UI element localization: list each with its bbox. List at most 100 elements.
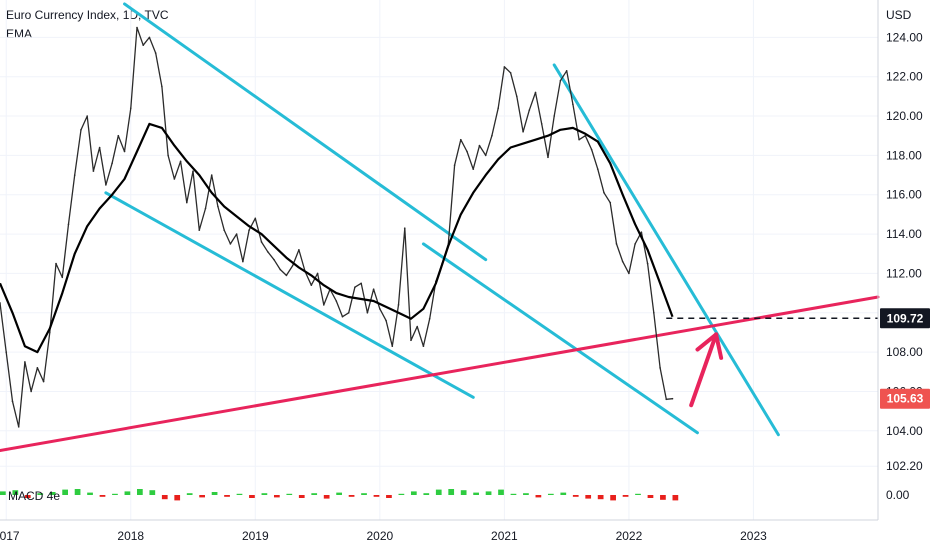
price-point bbox=[534, 91, 537, 94]
price-point bbox=[472, 168, 475, 170]
price-point bbox=[596, 168, 599, 170]
price-point bbox=[397, 304, 400, 306]
macd-histogram bbox=[0, 489, 679, 501]
macd-bar bbox=[647, 495, 654, 498]
price-point bbox=[341, 315, 344, 318]
price-point bbox=[478, 144, 481, 147]
arrow-head bbox=[695, 332, 719, 352]
price-point bbox=[459, 138, 462, 141]
price-point bbox=[179, 160, 182, 163]
macd-bar bbox=[0, 491, 6, 495]
price-point bbox=[335, 300, 338, 302]
x-tick-label: 2021 bbox=[491, 529, 518, 543]
arrow-head bbox=[714, 332, 724, 360]
price-point bbox=[285, 274, 288, 277]
price-point bbox=[279, 268, 282, 271]
price-point bbox=[117, 134, 120, 137]
time-axis[interactable]: 2017 2018 2019 2020 2021 2022 2023 bbox=[0, 529, 767, 543]
macd-bar bbox=[286, 493, 293, 495]
trend-drawings[interactable] bbox=[0, 2, 880, 452]
price-point bbox=[123, 150, 126, 153]
annotations bbox=[666, 317, 878, 408]
price-point bbox=[24, 361, 26, 363]
series-layer bbox=[0, 26, 674, 428]
macd-bar bbox=[199, 495, 205, 498]
macd-bar bbox=[298, 495, 305, 498]
macd-bar bbox=[460, 490, 467, 495]
y-tick-label: 122.00 bbox=[886, 70, 923, 84]
price-badges: 109.72 105.63 bbox=[880, 308, 930, 409]
price-point bbox=[217, 205, 219, 208]
level-price-badge-text: 109.72 bbox=[887, 311, 924, 325]
macd-bar bbox=[373, 495, 380, 497]
macd-bar bbox=[211, 492, 218, 495]
price-point bbox=[266, 250, 269, 253]
price-point bbox=[42, 380, 45, 383]
y-tick-label: 102.20 bbox=[886, 459, 923, 473]
x-tick-label: 2020 bbox=[366, 529, 393, 543]
macd-bar bbox=[249, 495, 255, 498]
price-point bbox=[242, 260, 244, 263]
macd-bar bbox=[448, 489, 455, 495]
price-point bbox=[323, 304, 325, 306]
macd-bar bbox=[273, 495, 280, 498]
y-tick-label: 116.00 bbox=[886, 188, 922, 202]
price-point bbox=[173, 178, 176, 180]
macd-bar bbox=[174, 495, 181, 501]
macd-bar bbox=[348, 495, 355, 497]
price-point bbox=[385, 319, 387, 322]
macd-bar bbox=[323, 495, 330, 499]
price-point bbox=[553, 115, 555, 117]
macd-bar bbox=[485, 491, 492, 495]
macd-bar bbox=[236, 493, 243, 495]
macd-bar bbox=[535, 495, 542, 498]
price-point bbox=[410, 339, 412, 342]
price-point bbox=[235, 233, 238, 235]
macd-bar bbox=[572, 495, 579, 497]
price-point bbox=[466, 150, 468, 153]
price-point bbox=[55, 262, 57, 265]
macd-bar bbox=[12, 490, 19, 495]
price-point bbox=[111, 162, 113, 165]
macd-bar bbox=[62, 489, 68, 495]
price-point bbox=[310, 284, 313, 287]
price-point bbox=[36, 367, 39, 369]
current-price-badge bbox=[880, 388, 930, 409]
price-point bbox=[223, 229, 225, 231]
grid bbox=[0, 0, 878, 520]
macd-bar bbox=[398, 493, 405, 495]
price-point bbox=[360, 282, 362, 285]
price-point bbox=[204, 207, 207, 210]
macd-bar bbox=[510, 493, 517, 495]
macd-bar bbox=[124, 491, 131, 495]
price-point bbox=[391, 345, 394, 348]
macd-bar bbox=[311, 493, 318, 495]
price-point bbox=[273, 258, 275, 261]
macd-bar bbox=[161, 495, 168, 500]
macd-bar bbox=[423, 493, 430, 495]
trend-support bbox=[0, 295, 880, 452]
arrow-shaft bbox=[689, 332, 719, 408]
channel-1-lower bbox=[104, 191, 475, 399]
price-point bbox=[192, 170, 194, 172]
price-point bbox=[154, 52, 157, 54]
price-axis[interactable]: 102.20104.00106.00108.00110.00112.00114.… bbox=[886, 30, 923, 502]
channel-1-upper bbox=[123, 2, 488, 262]
price-point bbox=[609, 201, 612, 204]
price-point bbox=[491, 134, 493, 137]
price-point bbox=[254, 217, 257, 220]
macd-bar bbox=[112, 493, 118, 495]
price-point bbox=[379, 308, 381, 310]
y-tick-label: 104.00 bbox=[886, 424, 923, 438]
price-point bbox=[30, 390, 32, 393]
ema-series-line bbox=[0, 122, 674, 354]
price-point bbox=[136, 26, 138, 29]
price-point bbox=[516, 95, 518, 98]
price-point bbox=[484, 154, 487, 157]
price-point bbox=[161, 85, 163, 88]
y-tick-label: 108.00 bbox=[886, 345, 923, 359]
macd-bar bbox=[149, 490, 156, 495]
price-point bbox=[86, 115, 88, 117]
price-point bbox=[92, 170, 95, 172]
